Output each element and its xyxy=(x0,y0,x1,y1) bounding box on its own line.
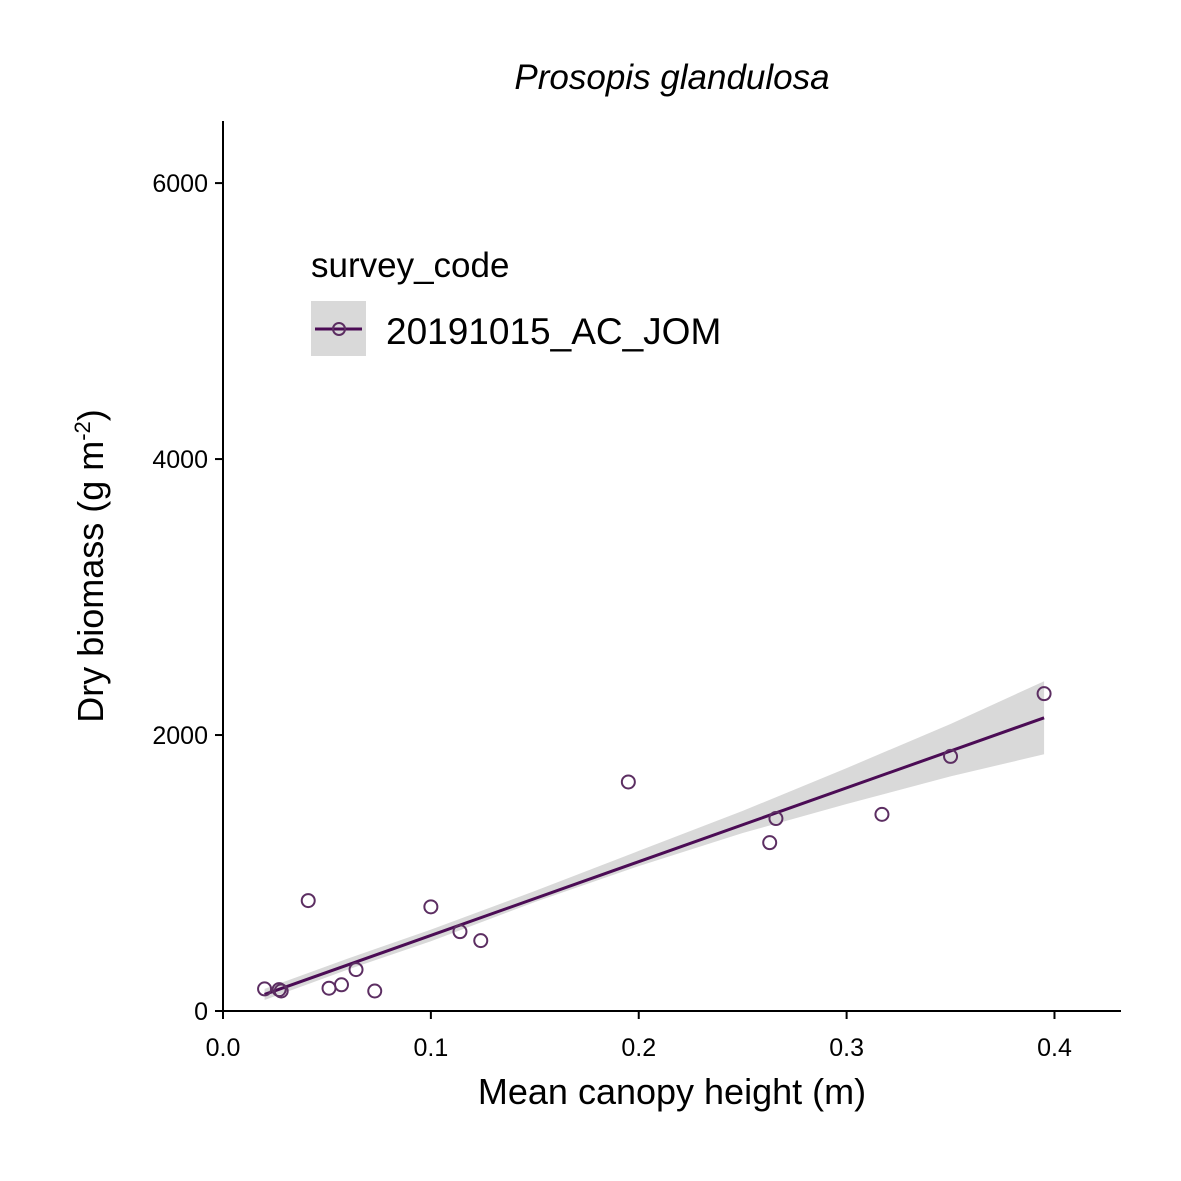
data-point xyxy=(943,748,959,764)
data-point xyxy=(257,981,273,997)
data-point xyxy=(620,774,636,790)
data-point xyxy=(423,899,439,915)
data-point xyxy=(1036,686,1052,702)
legend-title: survey_code xyxy=(311,246,509,285)
data-point xyxy=(367,983,383,999)
x-tick-label: 0.1 xyxy=(413,1034,448,1062)
x-tick-label: 0.3 xyxy=(829,1034,864,1062)
data-point xyxy=(874,806,890,822)
plot-area xyxy=(257,681,1052,1000)
data-point xyxy=(333,977,349,993)
legend-key-marker xyxy=(332,322,346,336)
y-tick-label: 4000 xyxy=(152,446,208,474)
data-point xyxy=(473,933,489,949)
y-axis-title-suffix: ) xyxy=(70,409,111,421)
data-point xyxy=(452,924,468,940)
x-axis-title: Mean canopy height (m) xyxy=(478,1071,866,1112)
legend: survey_code 20191015_AC_JOM xyxy=(311,246,721,356)
data-point xyxy=(768,811,784,827)
confidence-band-layer xyxy=(264,681,1045,1000)
data-point xyxy=(321,980,337,996)
y-axis-ticks: 0 2000 4000 6000 xyxy=(152,170,223,1026)
fit-line xyxy=(264,716,1045,996)
x-tick-label: 0.2 xyxy=(621,1034,656,1062)
legend-entry-label: 20191015_AC_JOM xyxy=(386,311,721,352)
x-axis-ticks: 0.0 0.1 0.2 0.3 0.4 xyxy=(206,1011,1072,1062)
y-axis-title-main: Dry biomass (g m xyxy=(70,441,111,723)
y-tick-label: 6000 xyxy=(152,170,208,198)
data-point xyxy=(348,962,364,978)
data-point xyxy=(273,983,289,999)
data-points-layer xyxy=(257,686,1052,999)
data-point xyxy=(762,835,778,851)
data-point xyxy=(300,893,316,909)
x-tick-label: 0.0 xyxy=(206,1034,241,1062)
confidence-band xyxy=(264,681,1045,1000)
y-tick-label: 0 xyxy=(194,998,208,1026)
chart-title: Prosopis glandulosa xyxy=(514,58,829,97)
y-tick-label: 2000 xyxy=(152,722,208,750)
y-axis-title-superscript: -2 xyxy=(70,421,95,441)
fit-line-layer xyxy=(264,716,1045,996)
y-axis-title: Dry biomass (g m-2) xyxy=(70,409,111,723)
x-tick-label: 0.4 xyxy=(1037,1034,1072,1062)
